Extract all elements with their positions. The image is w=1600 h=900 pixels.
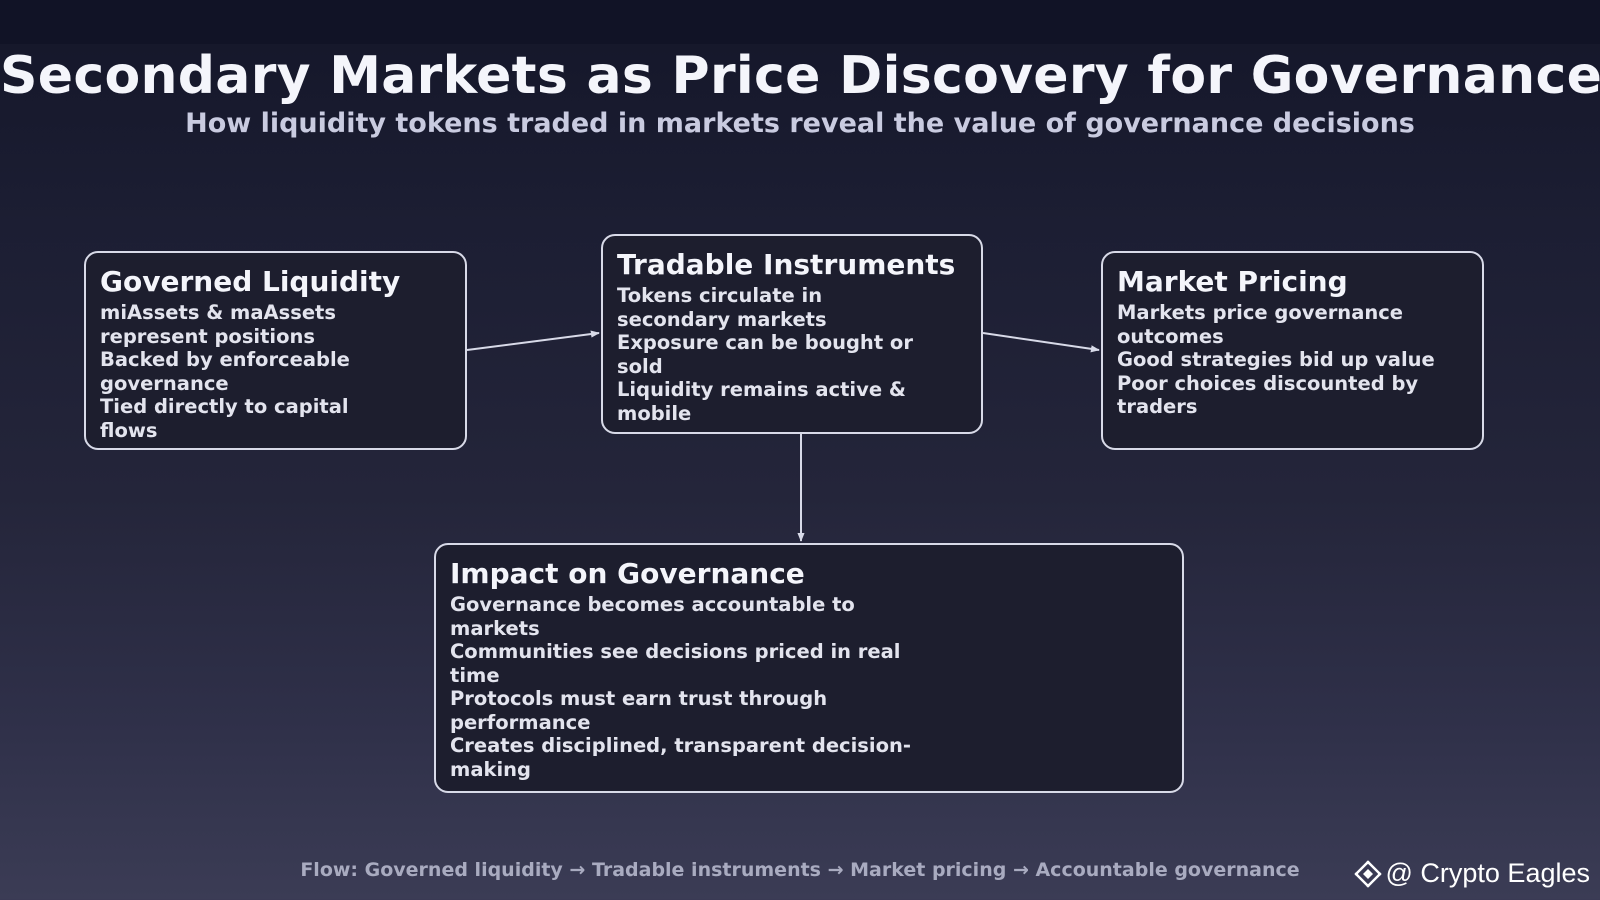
node-item: Tied directly to capital flows xyxy=(100,395,349,442)
node-market-pricing: Market Pricing Markets price governance … xyxy=(1101,251,1484,450)
node-item: Governance becomes accountable to market… xyxy=(450,593,855,640)
page-subtitle: How liquidity tokens traded in markets r… xyxy=(185,108,1415,139)
node-title: Market Pricing xyxy=(1117,265,1348,298)
node-item: Exposure can be bought or sold xyxy=(617,331,913,378)
diamond-logo-icon xyxy=(1353,859,1382,888)
node-item: Good strategies bid up value xyxy=(1117,348,1435,371)
arrow-tradable-to-pricing xyxy=(982,332,1100,353)
header-band xyxy=(0,0,1600,44)
flow-caption: Flow: Governed liquidity → Tradable inst… xyxy=(300,859,1300,881)
node-item: Poor choices discounted by traders xyxy=(1117,371,1419,419)
node-item: Creates disciplined, transparent decisio… xyxy=(450,734,911,781)
page-title: Secondary Markets as Price Discovery for… xyxy=(0,46,1600,106)
watermark-text: @ Crypto Eagles xyxy=(1385,858,1591,888)
node-item: miAssets & maAssets represent positions xyxy=(100,301,336,348)
node-tradable-instruments: Tradable Instruments Tokens circulate in… xyxy=(601,234,983,434)
node-item: Protocols must earn trust through perfor… xyxy=(450,687,828,734)
watermark: @ Crypto Eagles xyxy=(1353,858,1591,889)
node-impact-on-governance: Impact on Governance Governance becomes … xyxy=(434,543,1184,793)
node-item: Markets price governance outcomes xyxy=(1117,301,1404,348)
node-item: Backed by enforceable governance xyxy=(100,348,350,395)
arrow-liquidity-to-tradable xyxy=(466,330,600,351)
node-item: Tokens circulate in secondary markets xyxy=(617,284,827,331)
node-governed-liquidity: Governed Liquidity miAssets & maAssets r… xyxy=(84,251,467,450)
node-title: Impact on Governance xyxy=(450,557,805,590)
node-item: Liquidity remains active & mobile xyxy=(617,378,906,425)
node-title: Tradable Instruments xyxy=(617,248,956,281)
node-title: Governed Liquidity xyxy=(100,265,401,298)
node-item: Communities see decisions priced in real… xyxy=(450,640,901,687)
